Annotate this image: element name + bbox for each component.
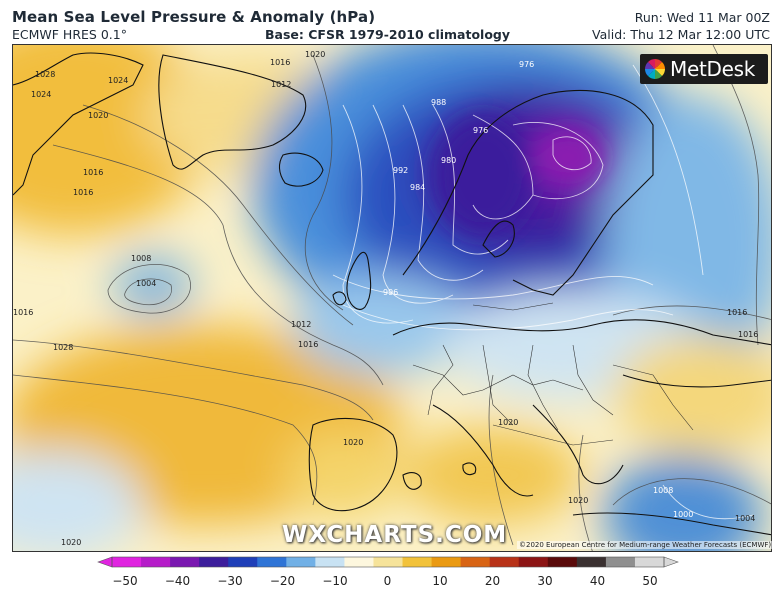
isobar-label: 1012 (291, 320, 311, 329)
colorbar-swatch (431, 557, 462, 567)
isobar-label: 1004 (735, 514, 755, 523)
isobar-label: 1012 (271, 80, 291, 89)
isobar-label: 1016 (298, 340, 318, 349)
colorbar-tick-label: −40 (164, 574, 191, 588)
isobar-label: 1008 (131, 254, 151, 263)
colorbar-swatch (286, 557, 316, 567)
isobar-label: 1016 (727, 308, 747, 317)
colorbar-tick-label: 0 (383, 574, 392, 588)
isobar-label: 988 (431, 98, 446, 107)
valid-time-label: Valid: Thu 12 Mar 12:00 UTC (592, 27, 770, 42)
isobar-label: 1016 (738, 330, 758, 339)
model-label: ECMWF HRES 0.1° (12, 27, 127, 42)
climatology-base-label: Base: CFSR 1979-2010 climatology (265, 27, 511, 42)
colorbar-swatch (228, 557, 258, 567)
isobar-label: 1028 (35, 70, 55, 79)
colorbar-swatches (112, 557, 665, 567)
isobar-label: 1020 (498, 418, 518, 427)
colorbar-swatch (460, 557, 491, 567)
colorbar-frame (111, 556, 665, 568)
colorbar-swatch (199, 557, 229, 567)
colorbar-swatch (634, 557, 665, 567)
metdesk-pinwheel-icon (645, 59, 665, 79)
colorbar-swatch (547, 557, 578, 567)
colorbar-tick-label: −50 (112, 574, 138, 588)
isobars-low (332, 64, 754, 520)
colorbar-left-arrow (97, 556, 113, 568)
isobar-label: 1024 (31, 90, 51, 99)
colorbar-swatch (402, 557, 433, 567)
isobar-label: 992 (393, 166, 408, 175)
borders (412, 302, 694, 446)
isobar-value-labels: 1028 1024 1020 1016 1016 1012 1008 1004 … (13, 50, 758, 547)
colorbar-tick-label: −20 (269, 574, 296, 588)
isobar-label: 1016 (270, 58, 290, 67)
pressure-anomaly-map: 1028 1024 1020 1016 1016 1012 1008 1004 … (12, 44, 772, 552)
isobar-label: 1004 (136, 279, 156, 288)
anomaly-colorbar (97, 556, 679, 568)
colorbar-swatch (344, 557, 375, 567)
isobar-label: 1016 (13, 308, 33, 317)
colorbar-tick-label: −30 (217, 574, 243, 588)
colorbar-swatch (605, 557, 636, 567)
anomaly-core (433, 115, 603, 235)
metdesk-logo-text: MetDesk (670, 57, 756, 81)
colorbar-tick-label: 50 (642, 574, 658, 588)
isobar-label: 976 (473, 126, 488, 135)
isobar-label: 984 (410, 183, 425, 192)
colorbar-swatch (170, 557, 200, 567)
isobar-label: 1020 (61, 538, 81, 547)
isobar-label: 1008 (653, 486, 673, 495)
colorbar-swatch (112, 557, 142, 567)
isobar-label: 996 (383, 288, 398, 297)
chart-title: Mean Sea Level Pressure & Anomaly (hPa) (12, 8, 376, 26)
run-time-label: Run: Wed 11 Mar 00Z (634, 10, 770, 25)
isobar-label: 1016 (83, 168, 103, 177)
isobar-label: 1028 (53, 343, 73, 352)
colorbar-tick-label: 20 (484, 574, 501, 588)
isobar-label: 1024 (108, 76, 128, 85)
isobar-label: 1020 (305, 50, 325, 59)
coastlines (13, 52, 771, 536)
colorbar-tick-label: 40 (589, 574, 606, 588)
colorbar-tick-label: −10 (322, 574, 348, 588)
isobar-label: 1020 (88, 111, 108, 120)
colorbar-swatch (373, 557, 404, 567)
isobar-label: 976 (519, 60, 534, 69)
colorbar-swatch (315, 557, 346, 567)
isobar-label: 1000 (673, 510, 693, 519)
colorbar-swatch (576, 557, 607, 567)
isobars (13, 45, 771, 551)
isobar-label: 1016 (73, 188, 93, 197)
colorbar-swatch (141, 557, 171, 567)
colorbar-tick-label: 30 (537, 574, 553, 588)
metdesk-logo: MetDesk (640, 54, 768, 84)
isobar-label: 1020 (343, 438, 363, 447)
colorbar-tick-label: 10 (432, 574, 448, 588)
isobar-label: 1020 (568, 496, 588, 505)
colorbar-swatch (518, 557, 549, 567)
colorbar-right-arrow (663, 556, 679, 568)
colorbar-swatch (489, 557, 520, 567)
wxcharts-watermark: WXCHARTS.COM (282, 522, 508, 548)
ecmwf-copyright: ©2020 European Centre for Medium-range W… (517, 541, 774, 549)
isobar-label: 980 (441, 156, 456, 165)
colorbar-swatch (257, 557, 287, 567)
